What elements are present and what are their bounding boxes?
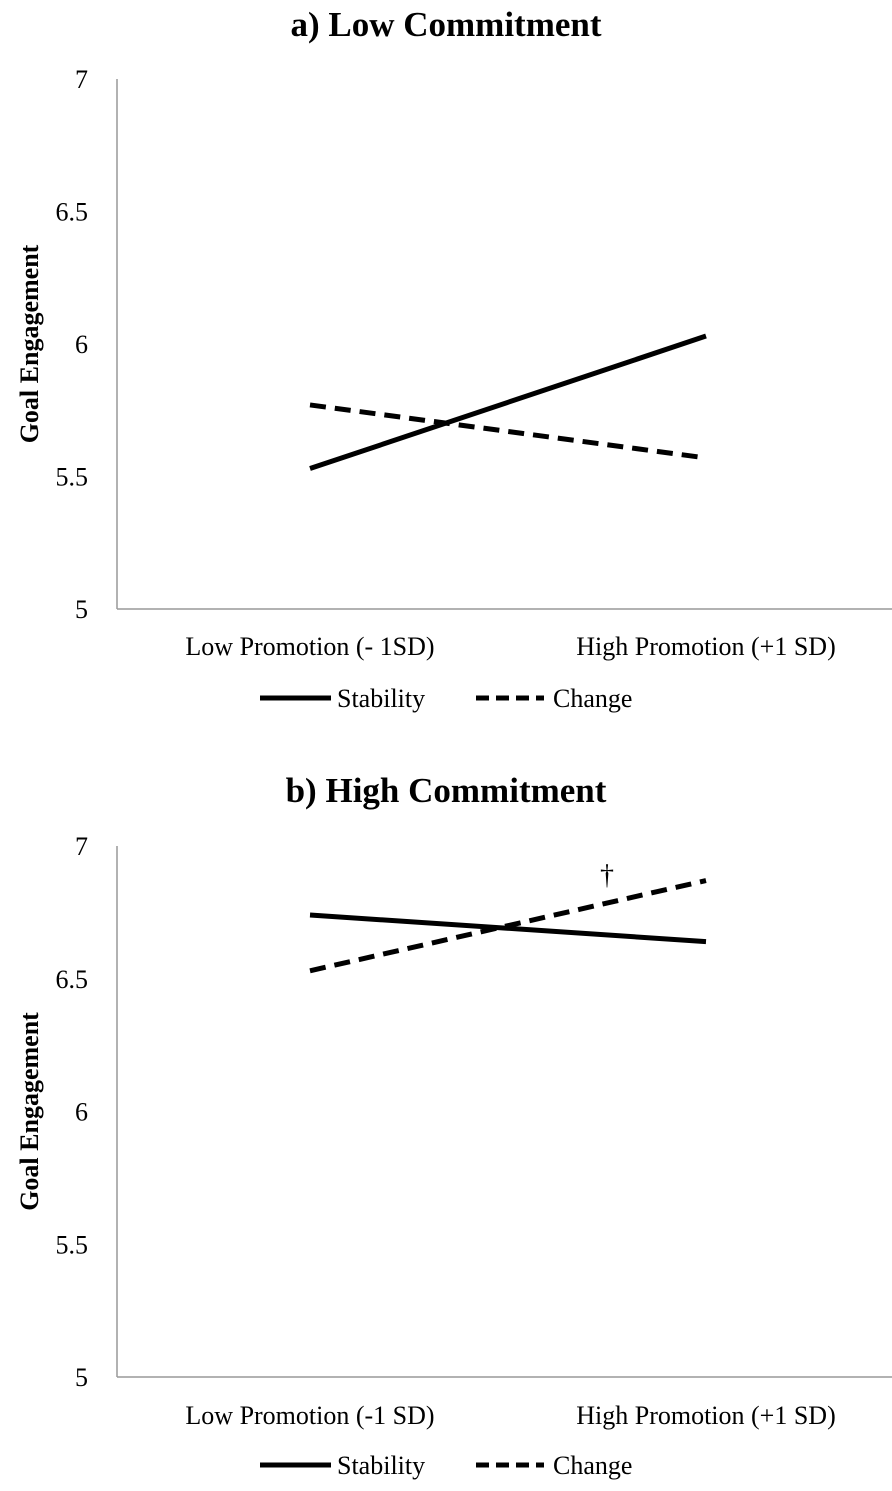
y-tick-label: 5.5 — [56, 463, 89, 492]
y-tick-label: 6 — [75, 330, 88, 359]
y-tick-label: 6.5 — [56, 965, 89, 994]
y-tick-label: 6.5 — [56, 198, 89, 227]
chart-title: a) Low Commitment — [290, 5, 601, 44]
legend-label-stability: Stability — [337, 684, 425, 713]
chart-panel-b: b) High Commitment Goal Engagement 5 5.5 6 6.… — [15, 771, 892, 1480]
series-line-stability — [309, 333, 707, 471]
y-tick-label: 5 — [75, 595, 88, 624]
series-line-change — [309, 878, 707, 974]
y-axis-label: Goal Engagement — [15, 244, 44, 443]
chart-title: b) High Commitment — [286, 771, 607, 810]
y-tick-label: 7 — [75, 65, 88, 94]
y-tick-label: 5.5 — [56, 1230, 89, 1259]
x-tick-label: Low Promotion (-1 SD) — [185, 1401, 434, 1430]
chart-panel-a: a) Low Commitment Goal Engagement 5 5.5 6 6.5… — [15, 5, 892, 713]
series-line-change — [309, 402, 707, 461]
x-tick-label: High Promotion (+1 SD) — [576, 1401, 836, 1430]
legend-label-change: Change — [553, 684, 632, 713]
legend-label-stability: Stability — [337, 1451, 425, 1480]
y-tick-label: 7 — [75, 832, 88, 861]
x-tick-label: High Promotion (+1 SD) — [576, 632, 836, 661]
y-axis-label: Goal Engagement — [15, 1012, 44, 1211]
significance-marker: † — [600, 860, 614, 891]
y-tick-label: 5 — [75, 1363, 88, 1392]
y-tick-label: 6 — [75, 1098, 88, 1127]
x-tick-label: Low Promotion (- 1SD) — [185, 632, 434, 661]
legend-label-change: Change — [553, 1451, 632, 1480]
series-line-stability — [309, 912, 707, 945]
